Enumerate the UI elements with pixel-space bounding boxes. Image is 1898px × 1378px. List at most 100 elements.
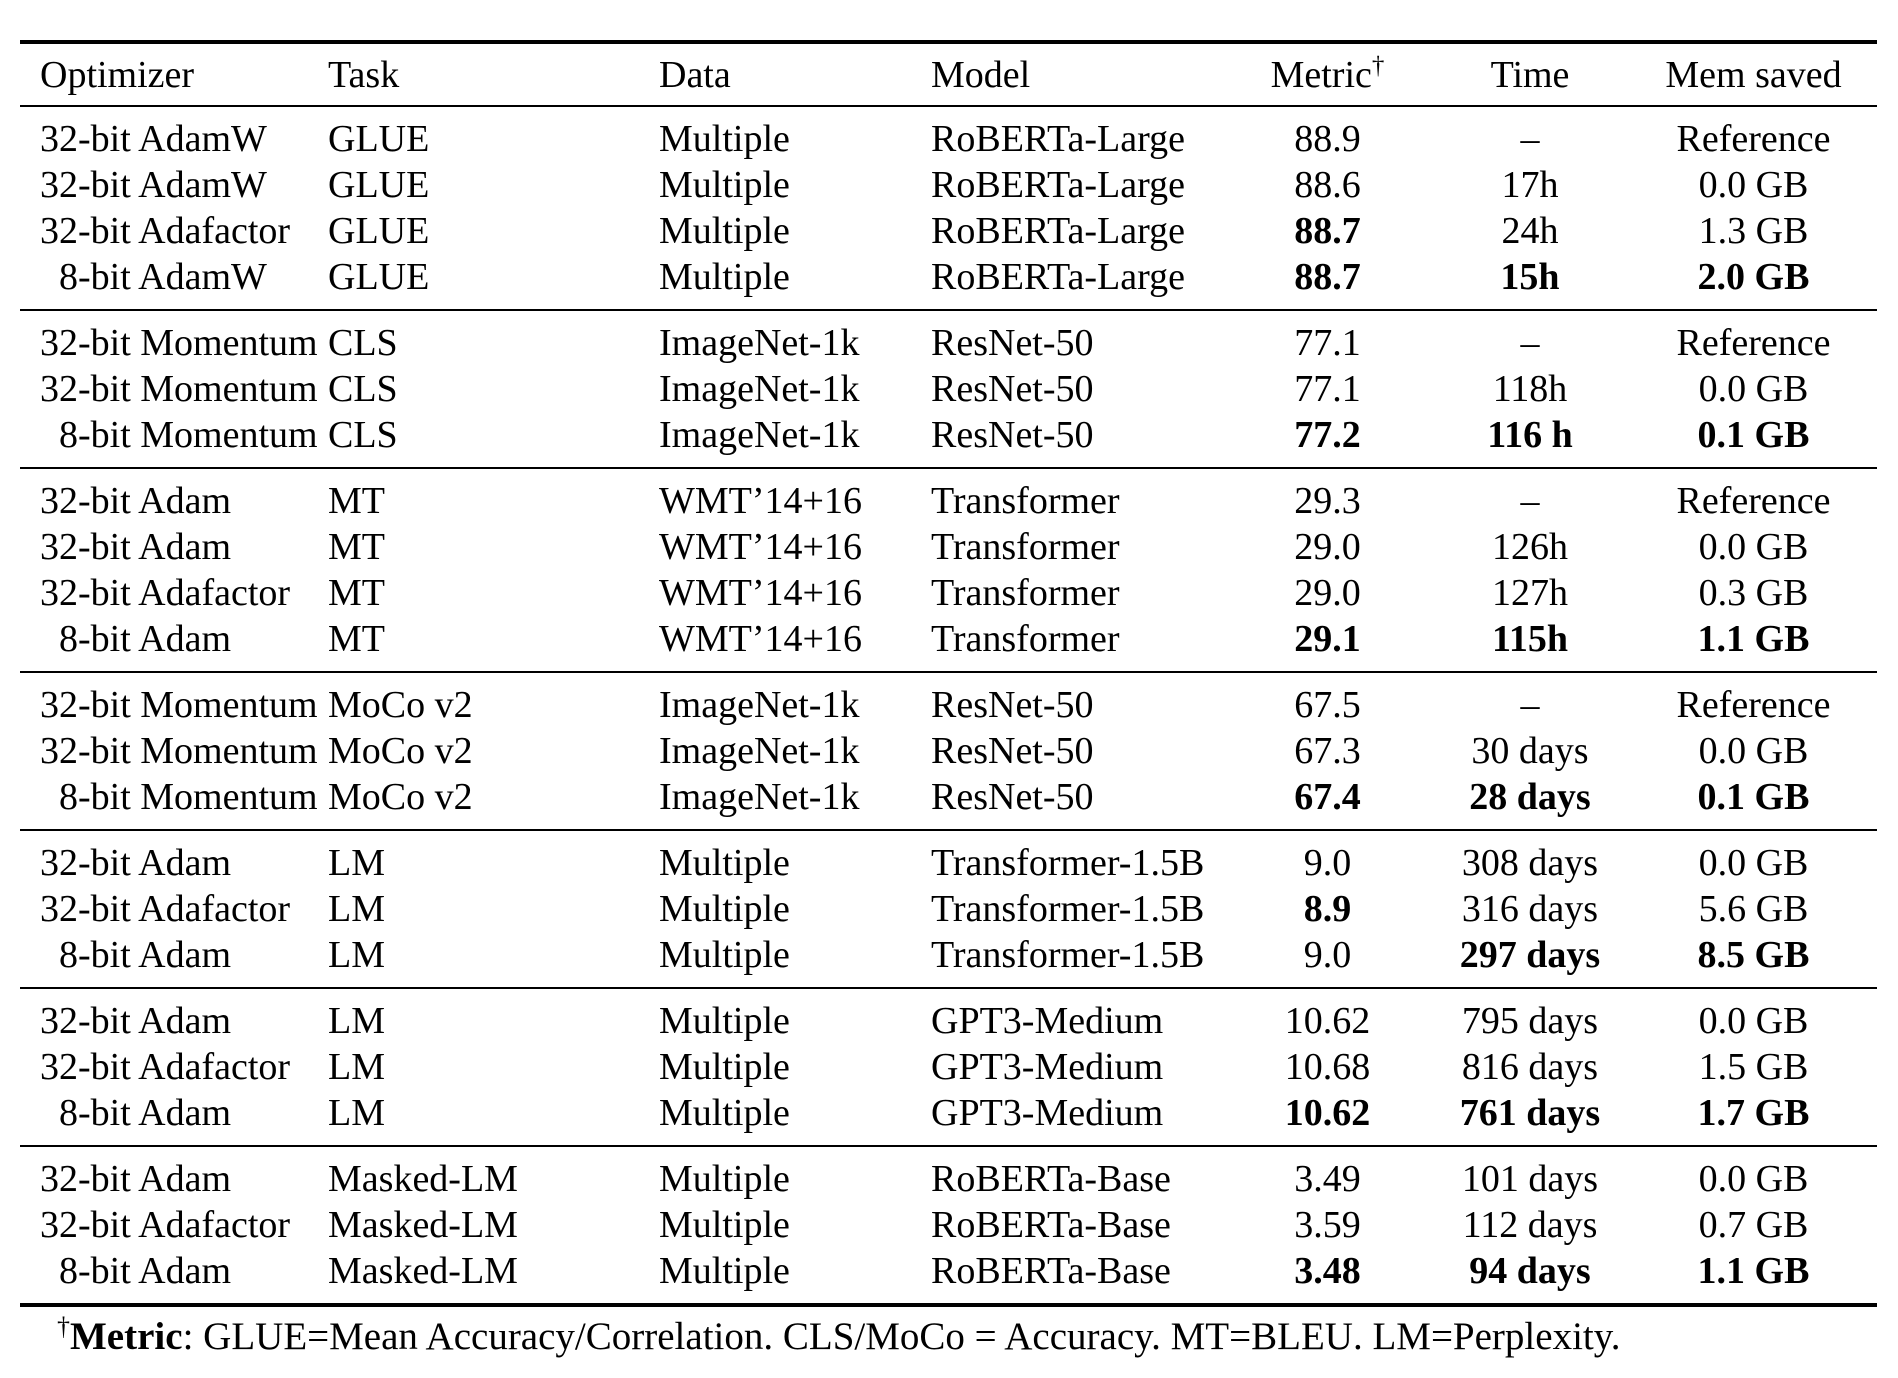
cell-mem: 0.0 GB [1698, 730, 1809, 772]
cell-task: MoCo v2 [328, 776, 473, 818]
cell-task: LM [328, 934, 385, 976]
cell-task: LM [328, 1092, 385, 1134]
cell-optimizer: 32-bit Momentum [40, 730, 318, 772]
table-row: 8-bit Momentum MoCo v2 ImageNet-1k ResNe… [20, 774, 1877, 830]
cell-data: Multiple [659, 1204, 790, 1246]
cell-mem: 1.5 GB [1698, 1046, 1809, 1088]
table-footnote: †Metric: GLUE=Mean Accuracy/Correlation.… [57, 1314, 1621, 1359]
cell-task: Masked-LM [328, 1250, 518, 1292]
table-section-glue: 32-bit AdamW GLUE Multiple RoBERTa-Large… [20, 106, 1877, 310]
cell-metric: 29.0 [1294, 526, 1361, 568]
cell-optimizer: 32-bit Adam [40, 1158, 232, 1200]
cell-optimizer: 32-bit Adafactor [40, 1046, 291, 1088]
cell-model: ResNet-50 [931, 776, 1094, 818]
cell-metric: 67.3 [1294, 730, 1361, 772]
cell-task: MoCo v2 [328, 684, 473, 726]
cell-task: Masked-LM [328, 1158, 518, 1200]
cell-optimizer: 32-bit Adam [40, 526, 232, 568]
cell-time: 126h [1492, 526, 1568, 568]
cell-optimizer: 32-bit Adafactor [40, 210, 291, 252]
results-table: Optimizer Task Data Model Metric† Time M… [20, 40, 1877, 1307]
cell-model: RoBERTa-Base [931, 1158, 1171, 1200]
cell-metric: 88.6 [1294, 164, 1361, 206]
cell-mem: 0.0 GB [1698, 526, 1809, 568]
cell-model: Transformer [931, 618, 1120, 660]
cell-metric: 3.59 [1294, 1204, 1361, 1246]
cell-time: 101 days [1461, 1158, 1599, 1200]
table-row: 32-bit Adafactor GLUE Multiple RoBERTa-L… [20, 208, 1877, 254]
cell-mem: Reference [1676, 684, 1831, 726]
cell-mem: Reference [1676, 322, 1831, 364]
cell-metric: 88.9 [1294, 118, 1361, 160]
table-row: 32-bit Momentum MoCo v2 ImageNet-1k ResN… [20, 728, 1877, 774]
cell-task: LM [328, 842, 385, 884]
cell-task: CLS [328, 368, 398, 410]
cell-data: WMT’14+16 [659, 572, 862, 614]
cell-model: ResNet-50 [931, 730, 1094, 772]
cell-mem: 2.0 GB [1697, 256, 1810, 298]
cell-time: 316 days [1461, 888, 1599, 930]
cell-data: Multiple [659, 1250, 790, 1292]
cell-optimizer: 8-bit Momentum [40, 776, 318, 818]
col-header-optimizer: Optimizer [40, 53, 195, 96]
cell-mem: 1.1 GB [1697, 1250, 1810, 1292]
col-header-metric: Metric† [1245, 42, 1410, 106]
cell-time: 297 days [1459, 934, 1601, 976]
cell-time: – [1520, 480, 1540, 522]
table-section-lm-1-5b: 32-bit Adam LM Multiple Transformer-1.5B… [20, 830, 1877, 988]
cell-optimizer: 32-bit AdamW [40, 118, 267, 160]
header-row: Optimizer Task Data Model Metric† Time M… [20, 42, 1877, 106]
cell-metric: 77.1 [1294, 368, 1361, 410]
footnote-label: Metric [70, 1315, 183, 1358]
cell-optimizer: 32-bit Momentum [40, 368, 318, 410]
cell-optimizer: 8-bit AdamW [40, 256, 267, 298]
cell-task: MT [328, 618, 385, 660]
cell-mem: Reference [1676, 118, 1831, 160]
cell-model: ResNet-50 [931, 368, 1094, 410]
cell-data: Multiple [659, 164, 790, 206]
metric-label: Metric [1270, 53, 1372, 96]
cell-time: 112 days [1462, 1204, 1598, 1246]
cell-task: GLUE [328, 118, 430, 160]
cell-data: ImageNet-1k [659, 368, 860, 410]
table-row: 8-bit Adam Masked-LM Multiple RoBERTa-Ba… [20, 1248, 1877, 1305]
cell-data: WMT’14+16 [659, 526, 862, 568]
table-row: 32-bit Momentum MoCo v2 ImageNet-1k ResN… [20, 672, 1877, 728]
col-header-task: Task [328, 53, 400, 96]
cell-time: 30 days [1471, 730, 1589, 772]
cell-task: MoCo v2 [328, 730, 473, 772]
cell-model: Transformer [931, 480, 1120, 522]
cell-time: – [1520, 118, 1540, 160]
cell-metric: 88.7 [1294, 256, 1361, 298]
cell-optimizer: 32-bit Adam [40, 842, 232, 884]
cell-model: Transformer-1.5B [931, 842, 1205, 884]
cell-time: 94 days [1469, 1250, 1591, 1292]
cell-metric: 29.0 [1294, 572, 1361, 614]
cell-task: MT [328, 572, 385, 614]
cell-optimizer: 32-bit AdamW [40, 164, 267, 206]
footnote-text: : GLUE=Mean Accuracy/Correlation. CLS/Mo… [182, 1315, 1621, 1358]
cell-mem: 0.0 GB [1698, 1000, 1809, 1042]
cell-mem: 5.6 GB [1698, 888, 1809, 930]
cell-mem: 0.0 GB [1698, 368, 1809, 410]
cell-model: Transformer [931, 572, 1120, 614]
cell-time: 118h [1492, 368, 1568, 410]
cell-data: WMT’14+16 [659, 618, 862, 660]
table-row: 32-bit AdamW GLUE Multiple RoBERTa-Large… [20, 162, 1877, 208]
cell-model: ResNet-50 [931, 684, 1094, 726]
cell-data: ImageNet-1k [659, 322, 860, 364]
cell-data: Multiple [659, 1000, 790, 1042]
cell-task: CLS [328, 414, 398, 456]
table-row: 32-bit Adam MT WMT’14+16 Transformer 29.… [20, 468, 1877, 524]
cell-optimizer: 32-bit Adam [40, 1000, 232, 1042]
cell-metric: 67.5 [1294, 684, 1361, 726]
cell-task: LM [328, 888, 385, 930]
cell-data: WMT’14+16 [659, 480, 862, 522]
cell-data: Multiple [659, 118, 790, 160]
cell-time: 116 h [1487, 414, 1573, 456]
cell-time: 17h [1501, 164, 1559, 206]
cell-mem: 0.0 GB [1698, 842, 1809, 884]
cell-metric: 3.49 [1294, 1158, 1361, 1200]
cell-metric: 88.7 [1294, 210, 1361, 252]
cell-time: 15h [1500, 256, 1560, 298]
